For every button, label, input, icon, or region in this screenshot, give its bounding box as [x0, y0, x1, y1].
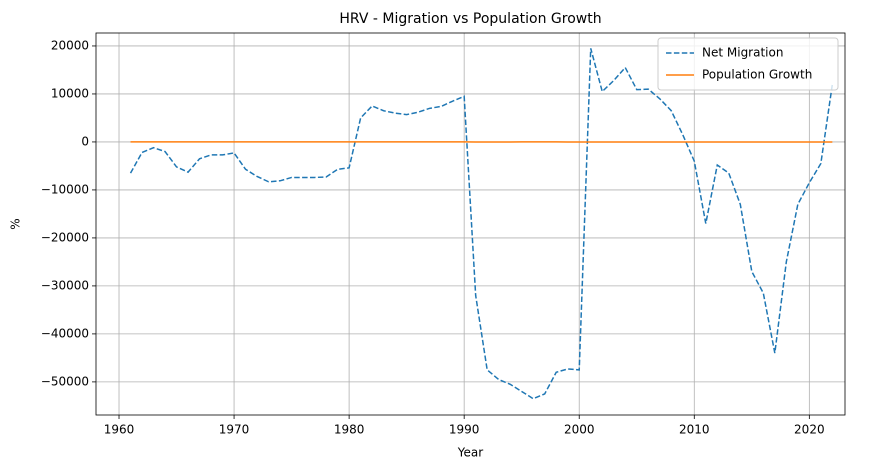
x-axis-label: Year	[457, 446, 483, 460]
x-tick-label: 1970	[219, 423, 250, 437]
x-tick-label: 1960	[104, 423, 135, 437]
y-tick-label: 0	[81, 134, 89, 148]
x-tick-label: 1990	[449, 423, 480, 437]
y-axis-label: %	[9, 218, 23, 229]
legend-label: Population Growth	[702, 68, 812, 82]
plot-frame	[95, 32, 846, 416]
x-tick-label: 1980	[334, 423, 365, 437]
y-tick-label: 10000	[51, 86, 89, 100]
x-tick-label: 2000	[564, 423, 595, 437]
y-tick-label: −10000	[41, 182, 89, 196]
y-tick-label: 20000	[51, 38, 89, 52]
y-tick-label: −30000	[41, 278, 89, 292]
y-tick-label: −40000	[41, 326, 89, 340]
legend-box	[657, 37, 839, 91]
x-tick-label: 2010	[679, 423, 710, 437]
x-tick-label: 2020	[794, 423, 825, 437]
data-line	[129, 48, 834, 400]
y-tick-label: −20000	[41, 230, 89, 244]
chart-title: HRV - Migration vs Population Growth	[339, 11, 601, 27]
legend-label: Net Migration	[702, 46, 783, 60]
y-tick-label: −50000	[41, 374, 89, 388]
